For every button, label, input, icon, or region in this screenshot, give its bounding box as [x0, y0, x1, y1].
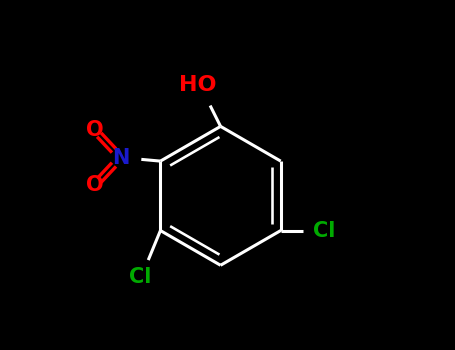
Text: Cl: Cl — [313, 220, 335, 240]
Text: N: N — [112, 148, 129, 168]
Text: HO: HO — [179, 75, 217, 95]
Text: Cl: Cl — [129, 267, 152, 287]
Text: O: O — [86, 175, 103, 195]
Text: O: O — [86, 120, 103, 140]
